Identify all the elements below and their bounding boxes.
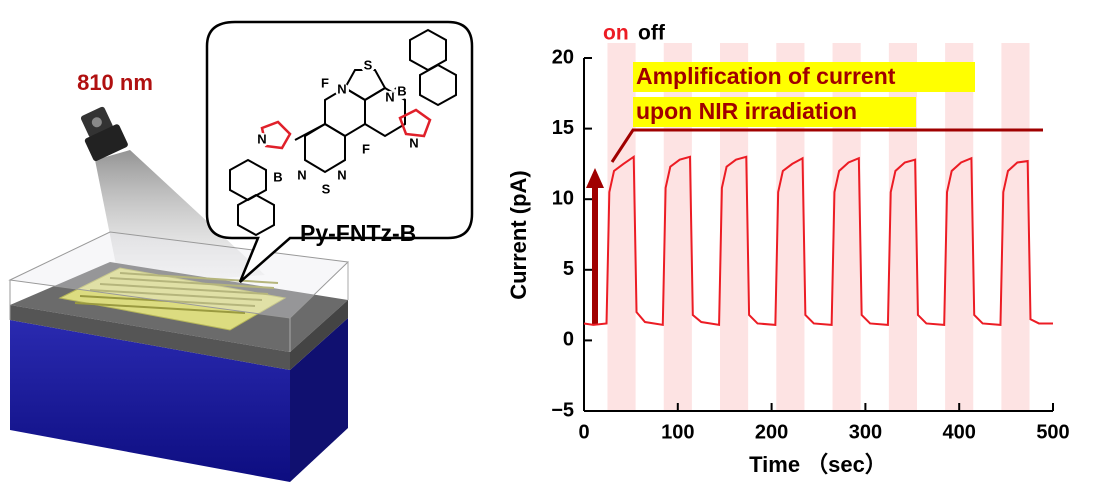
y-tick-label: −5 — [551, 399, 574, 421]
atom-label: B — [273, 169, 282, 184]
film-front — [10, 305, 290, 370]
atom-bg — [271, 171, 285, 185]
amplification-arrowhead — [586, 168, 604, 188]
atom-label: N — [297, 167, 306, 182]
atom-label: S — [322, 181, 331, 196]
y-axis-label: Current (pA) — [506, 170, 531, 300]
atom-bg — [395, 85, 409, 99]
atom-label: S — [364, 57, 373, 72]
off-label: off — [638, 22, 666, 45]
atom-label: N — [257, 131, 266, 146]
atom-bg — [255, 133, 269, 147]
lamp — [80, 106, 128, 162]
x-tick-label: 400 — [943, 421, 976, 443]
molecule-name: Py-FNTz-B — [300, 220, 416, 246]
on-band — [945, 43, 974, 411]
atom-bg — [319, 183, 333, 197]
atom-bg — [295, 169, 309, 183]
electrodes — [58, 267, 287, 331]
y-tick-label: 5 — [563, 258, 574, 280]
atom-label: N — [385, 89, 394, 104]
film-side — [290, 300, 348, 370]
light-cone — [95, 150, 265, 285]
substrate-front — [10, 320, 290, 482]
atom-bg — [361, 59, 375, 73]
series-line — [583, 154, 1053, 327]
note-line: upon NIR irradiation — [636, 98, 857, 124]
atom-bg — [318, 77, 332, 91]
y-tick-label: 20 — [552, 46, 574, 68]
atom-label: B — [397, 83, 406, 98]
x-tick-label: 300 — [849, 421, 882, 443]
atom-label: N — [337, 81, 346, 96]
atom-label: F — [321, 75, 329, 90]
substrate-side — [290, 318, 348, 482]
on-band — [1001, 43, 1030, 411]
note-highlight — [633, 62, 975, 92]
on-band — [607, 43, 636, 411]
atom-bg — [359, 143, 373, 157]
chart: on off Amplification of current upon NIR… — [506, 22, 1070, 477]
y-tick-label: 15 — [552, 117, 574, 139]
y-tick-label: 0 — [563, 329, 574, 351]
note-line: Amplification of current — [636, 63, 896, 89]
y-tick-label: 10 — [552, 187, 574, 209]
on-label: on — [603, 22, 629, 45]
x-tick-label: 500 — [1036, 421, 1069, 443]
note-highlight — [633, 97, 916, 127]
x-tick-label: 0 — [578, 421, 589, 443]
atom-bg — [383, 91, 397, 105]
x-tick-label: 200 — [755, 421, 788, 443]
atom-label: N — [409, 135, 418, 150]
atom-label: N — [337, 167, 346, 182]
x-tick-label: 100 — [661, 421, 694, 443]
wavelength-label: 810 nm — [77, 70, 153, 95]
atom-bg — [335, 169, 349, 183]
atom-bg — [335, 83, 349, 97]
note-pointer — [610, 128, 1043, 163]
atom-label: F — [362, 141, 370, 156]
atom-bg — [407, 137, 421, 151]
x-axis-label: Time （sec） — [749, 452, 887, 477]
